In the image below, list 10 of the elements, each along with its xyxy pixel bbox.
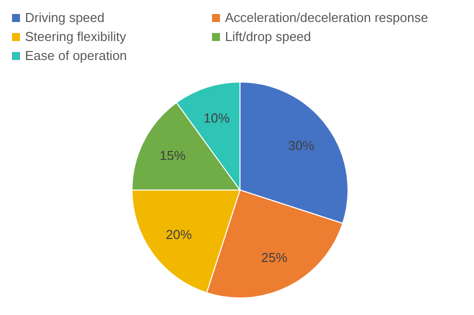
legend-label: Steering flexibility: [25, 29, 126, 44]
data-label: 10%: [204, 110, 230, 126]
legend-label: Ease of operation: [25, 48, 127, 63]
data-label: 25%: [261, 250, 288, 265]
data-label: 20%: [166, 226, 192, 242]
data-label: 15%: [160, 148, 186, 164]
data-label: 30%: [288, 138, 315, 154]
legend-label: Driving speed: [25, 10, 104, 25]
legend-label: Lift/drop speed: [225, 29, 312, 44]
legend-label: Acceleration/deceleration response: [225, 10, 428, 25]
